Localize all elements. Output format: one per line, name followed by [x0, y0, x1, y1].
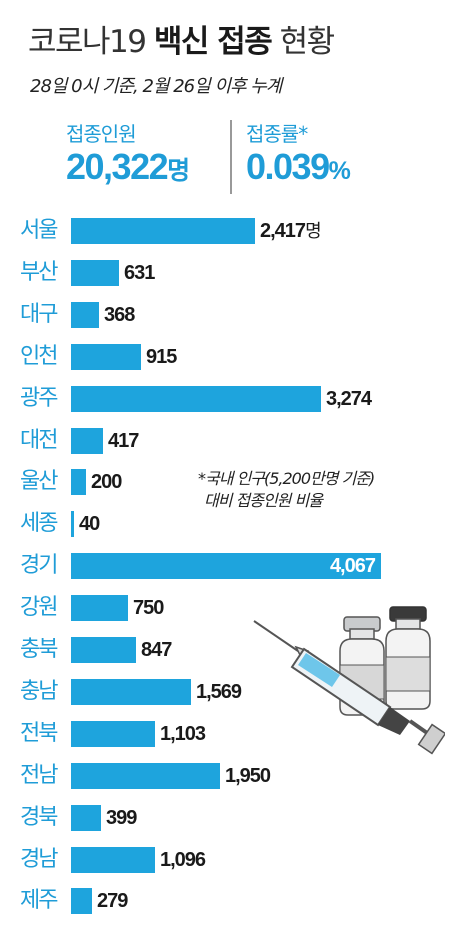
footnote-line-1: *국내 인구(5,200만명 기준) [198, 469, 375, 488]
bar-value-label: 4,067 [305, 553, 376, 579]
title-suffix: 현황 [271, 24, 336, 60]
bar-value-number: 631 [124, 262, 155, 284]
bar-value-number: 1,569 [196, 681, 242, 703]
region-label: 광주 [20, 386, 58, 411]
people-unit: 명 [167, 157, 190, 185]
region-bar [71, 469, 86, 495]
region-label: 경북 [20, 805, 58, 830]
region-label: 서울 [20, 218, 58, 243]
footnote-line-2: 대비 접종인원 비율 [204, 491, 323, 510]
region-bar [71, 386, 321, 412]
title-prefix: 코로나19 [28, 24, 154, 60]
region-label: 전북 [20, 721, 58, 746]
vaccine-syringe-illustration [253, 606, 445, 755]
region-label: 충남 [20, 679, 58, 704]
syringe-icon [253, 620, 445, 755]
region-label: 세종 [20, 511, 58, 536]
region-bar [71, 847, 155, 873]
bar-value-number: 399 [106, 807, 137, 829]
region-label: 인천 [20, 344, 58, 369]
people-value: 20,322명 [66, 146, 190, 188]
bar-value-label: 631 [124, 260, 155, 286]
bar-value-label: 1,103 [160, 721, 206, 747]
bar-value-number: 3,274 [326, 388, 372, 410]
region-label: 경기 [20, 553, 58, 578]
bar-value-label: 3,274 [326, 386, 372, 412]
region-label: 전남 [20, 763, 58, 788]
region-label: 충북 [20, 637, 58, 662]
bar-value-number: 368 [104, 304, 135, 326]
bar-value-label: 40 [79, 511, 100, 537]
bar-value-number: 417 [108, 430, 139, 452]
region-bar [71, 763, 220, 789]
region-bar [71, 344, 141, 370]
rate-unit: % [328, 157, 351, 185]
bar-value-number: 847 [141, 639, 172, 661]
region-bar [71, 679, 191, 705]
bar-value-label: 915 [146, 344, 177, 370]
bar-value-label: 1,096 [160, 847, 206, 873]
bar-value-label: 1,950 [225, 763, 271, 789]
region-label: 부산 [20, 260, 58, 285]
people-number: 20,322 [66, 146, 169, 187]
region-bar [71, 218, 255, 244]
region-bar [71, 260, 119, 286]
bar-value-label: 1,569 [196, 679, 242, 705]
bar-value-number: 1,950 [225, 765, 271, 787]
bar-value-label: 2,417명 [260, 218, 322, 244]
region-bar [71, 428, 103, 454]
bar-value-number: 4,067 [329, 555, 376, 577]
region-bar [71, 302, 99, 328]
region-bar [71, 888, 92, 914]
region-bar [71, 511, 74, 537]
stat-divider [230, 120, 232, 194]
bar-value-number: 200 [91, 471, 122, 493]
bar-value-number: 279 [97, 890, 128, 912]
region-label: 대전 [20, 428, 58, 453]
rate-value: 0.039% [246, 146, 351, 188]
rate-number: 0.039 [246, 146, 330, 187]
bar-value-label: 417 [108, 428, 139, 454]
region-bar [71, 721, 155, 747]
region-bar [71, 805, 101, 831]
region-bar [71, 553, 381, 579]
region-label: 대구 [20, 302, 58, 327]
bar-value-number: 750 [133, 597, 164, 619]
bar-value-number: 1,103 [160, 723, 206, 745]
footnote: *국내 인구(5,200만명 기준) 대비 접종인원 비율 [198, 468, 375, 512]
bar-value-number: 1,096 [160, 849, 206, 871]
title-highlight: 백신 접종 [153, 24, 273, 60]
page-subtitle: 28일 0시 기준, 2월 26일 이후 누계 [30, 76, 282, 97]
bar-value-unit: 명 [305, 221, 322, 241]
vaccine-vial-icon [385, 606, 431, 710]
region-label: 강원 [20, 595, 58, 620]
bar-value-label: 279 [97, 888, 128, 914]
bar-value-label: 750 [133, 595, 164, 621]
rate-label: 접종률* [246, 122, 308, 146]
page-title: 코로나19 백신 접종 현황 [28, 16, 336, 61]
bar-value-number: 40 [79, 513, 100, 535]
bar-value-label: 399 [106, 805, 137, 831]
region-label: 경남 [20, 847, 58, 872]
bar-value-number: 2,417 [260, 220, 306, 242]
bar-value-label: 368 [104, 302, 135, 328]
region-label: 울산 [20, 469, 58, 494]
region-bar [71, 595, 128, 621]
bar-value-label: 847 [141, 637, 172, 663]
region-label: 제주 [20, 888, 58, 913]
people-label: 접종인원 [66, 122, 137, 146]
bar-value-label: 200 [91, 469, 122, 495]
bar-value-number: 915 [146, 346, 177, 368]
region-bar [71, 637, 136, 663]
